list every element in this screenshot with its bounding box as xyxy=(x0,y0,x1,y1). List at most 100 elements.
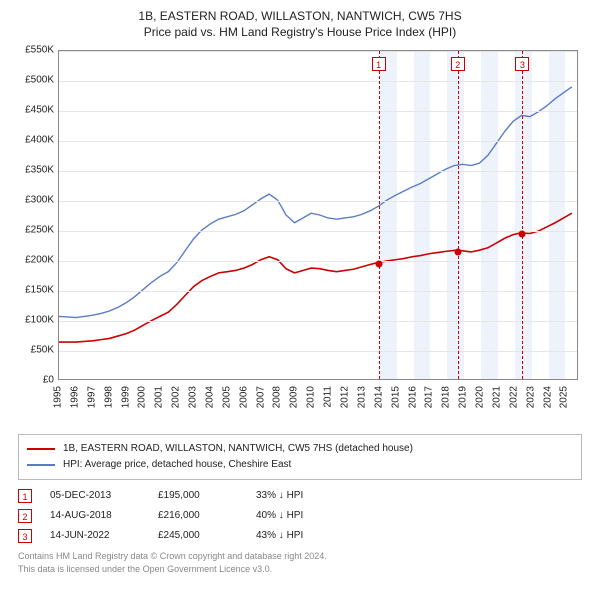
x-tick-label: 2022 xyxy=(508,386,519,408)
marker-number-box: 1 xyxy=(372,57,386,71)
x-tick-label: 2023 xyxy=(525,386,536,408)
transaction-row: 1 05-DEC-2013 £195,000 33% ↓ HPI xyxy=(18,486,582,506)
gridline-h xyxy=(59,201,577,202)
marker-line xyxy=(458,51,459,379)
transaction-row: 2 14-AUG-2018 £216,000 40% ↓ HPI xyxy=(18,506,582,526)
x-tick-label: 2001 xyxy=(154,386,165,408)
legend-row-hpi: HPI: Average price, detached house, Ches… xyxy=(27,457,573,473)
series-price-paid xyxy=(59,214,572,343)
x-tick-label: 2010 xyxy=(306,386,317,408)
marker-number-box: 2 xyxy=(451,57,465,71)
footer: Contains HM Land Registry data © Crown c… xyxy=(18,550,582,574)
transaction-price: £216,000 xyxy=(158,506,238,526)
y-tick-label: £250K xyxy=(25,225,54,236)
gridline-h xyxy=(59,111,577,112)
x-tick-label: 2011 xyxy=(323,386,334,408)
transaction-price: £245,000 xyxy=(158,526,238,546)
marker-dot xyxy=(519,231,526,238)
y-tick-label: £400K xyxy=(25,135,54,146)
transaction-date: 05-DEC-2013 xyxy=(50,486,140,506)
x-tick-label: 2012 xyxy=(340,386,351,408)
x-tick-label: 2003 xyxy=(188,386,199,408)
footer-line-2: This data is licensed under the Open Gov… xyxy=(18,563,582,575)
y-tick-label: £100K xyxy=(25,315,54,326)
x-tick-label: 2015 xyxy=(390,386,401,408)
x-tick-label: 1996 xyxy=(69,386,80,408)
y-tick-label: £500K xyxy=(25,75,54,86)
legend: 1B, EASTERN ROAD, WILLASTON, NANTWICH, C… xyxy=(18,434,582,480)
x-tick-label: 2009 xyxy=(289,386,300,408)
plot-area: 1 2 3 xyxy=(58,50,578,380)
transaction-pct-vs-hpi: 40% ↓ HPI xyxy=(256,506,356,526)
x-tick-label: 1997 xyxy=(86,386,97,408)
title-line-2: Price paid vs. HM Land Registry's House … xyxy=(10,24,590,40)
transaction-table: 1 05-DEC-2013 £195,000 33% ↓ HPI 2 14-AUG-201… xyxy=(18,486,582,546)
x-tick-label: 2018 xyxy=(441,386,452,408)
x-tick-label: 2024 xyxy=(542,386,553,408)
gridline-h xyxy=(59,291,577,292)
footer-line-1: Contains HM Land Registry data © Crown c… xyxy=(18,550,582,562)
gridline-h xyxy=(59,261,577,262)
x-tick-label: 2006 xyxy=(238,386,249,408)
y-axis: £0£50K£100K£150K£200K£250K£300K£350K£400… xyxy=(10,50,56,380)
legend-row-price-paid: 1B, EASTERN ROAD, WILLASTON, NANTWICH, C… xyxy=(27,441,573,457)
gridline-h xyxy=(59,171,577,172)
marker-number-box: 3 xyxy=(515,57,529,71)
x-tick-label: 1999 xyxy=(120,386,131,408)
line-layer xyxy=(59,51,577,379)
marker-line xyxy=(379,51,380,379)
y-tick-label: £550K xyxy=(25,45,54,56)
marker-line xyxy=(522,51,523,379)
x-tick-label: 2021 xyxy=(491,386,502,408)
x-tick-label: 2019 xyxy=(458,386,469,408)
title-line-1: 1B, EASTERN ROAD, WILLASTON, NANTWICH, C… xyxy=(10,8,590,24)
transaction-pct-vs-hpi: 43% ↓ HPI xyxy=(256,526,356,546)
x-tick-label: 2013 xyxy=(356,386,367,408)
x-tick-label: 1998 xyxy=(103,386,114,408)
x-tick-label: 2008 xyxy=(272,386,283,408)
legend-swatch-price-paid xyxy=(27,448,55,450)
x-axis: 1995199619971998199920002001200220032004… xyxy=(58,384,578,424)
x-tick-label: 2017 xyxy=(424,386,435,408)
series-hpi xyxy=(59,87,572,318)
gridline-h xyxy=(59,321,577,322)
transaction-date: 14-AUG-2018 xyxy=(50,506,140,526)
transaction-number-box: 2 xyxy=(18,509,32,523)
x-tick-label: 2025 xyxy=(559,386,570,408)
transaction-number-box: 3 xyxy=(18,529,32,543)
marker-dot xyxy=(454,248,461,255)
gridline-h xyxy=(59,51,577,52)
transaction-pct-vs-hpi: 33% ↓ HPI xyxy=(256,486,356,506)
y-tick-label: £200K xyxy=(25,255,54,266)
gridline-h xyxy=(59,231,577,232)
transaction-number-box: 1 xyxy=(18,489,32,503)
legend-label-hpi: HPI: Average price, detached house, Ches… xyxy=(63,457,291,473)
x-tick-label: 2014 xyxy=(373,386,384,408)
y-tick-label: £300K xyxy=(25,195,54,206)
x-tick-label: 2004 xyxy=(204,386,215,408)
x-tick-label: 2007 xyxy=(255,386,266,408)
legend-label-price-paid: 1B, EASTERN ROAD, WILLASTON, NANTWICH, C… xyxy=(63,441,413,457)
x-tick-label: 2020 xyxy=(475,386,486,408)
marker-dot xyxy=(375,261,382,268)
y-tick-label: £50K xyxy=(31,345,54,356)
y-tick-label: £450K xyxy=(25,105,54,116)
y-tick-label: £0 xyxy=(43,375,54,386)
chart: £0 £50K £100K £150K £200K £250K £300K £350K £400… xyxy=(10,46,590,426)
x-tick-label: 2000 xyxy=(137,386,148,408)
y-tick-label: £350K xyxy=(25,165,54,176)
transaction-row: 3 14-JUN-2022 £245,000 43% ↓ HPI xyxy=(18,526,582,546)
x-tick-label: 1995 xyxy=(53,386,64,408)
page: 1B, EASTERN ROAD, WILLASTON, NANTWICH, C… xyxy=(0,0,600,581)
transaction-price: £195,000 xyxy=(158,486,238,506)
y-tick-label: £150K xyxy=(25,285,54,296)
x-tick-label: 2002 xyxy=(171,386,182,408)
gridline-h xyxy=(59,351,577,352)
x-tick-label: 2016 xyxy=(407,386,418,408)
gridline-h xyxy=(59,141,577,142)
transaction-date: 14-JUN-2022 xyxy=(50,526,140,546)
title-block: 1B, EASTERN ROAD, WILLASTON, NANTWICH, C… xyxy=(10,8,590,40)
legend-swatch-hpi xyxy=(27,464,55,466)
x-tick-label: 2005 xyxy=(221,386,232,408)
gridline-h xyxy=(59,81,577,82)
